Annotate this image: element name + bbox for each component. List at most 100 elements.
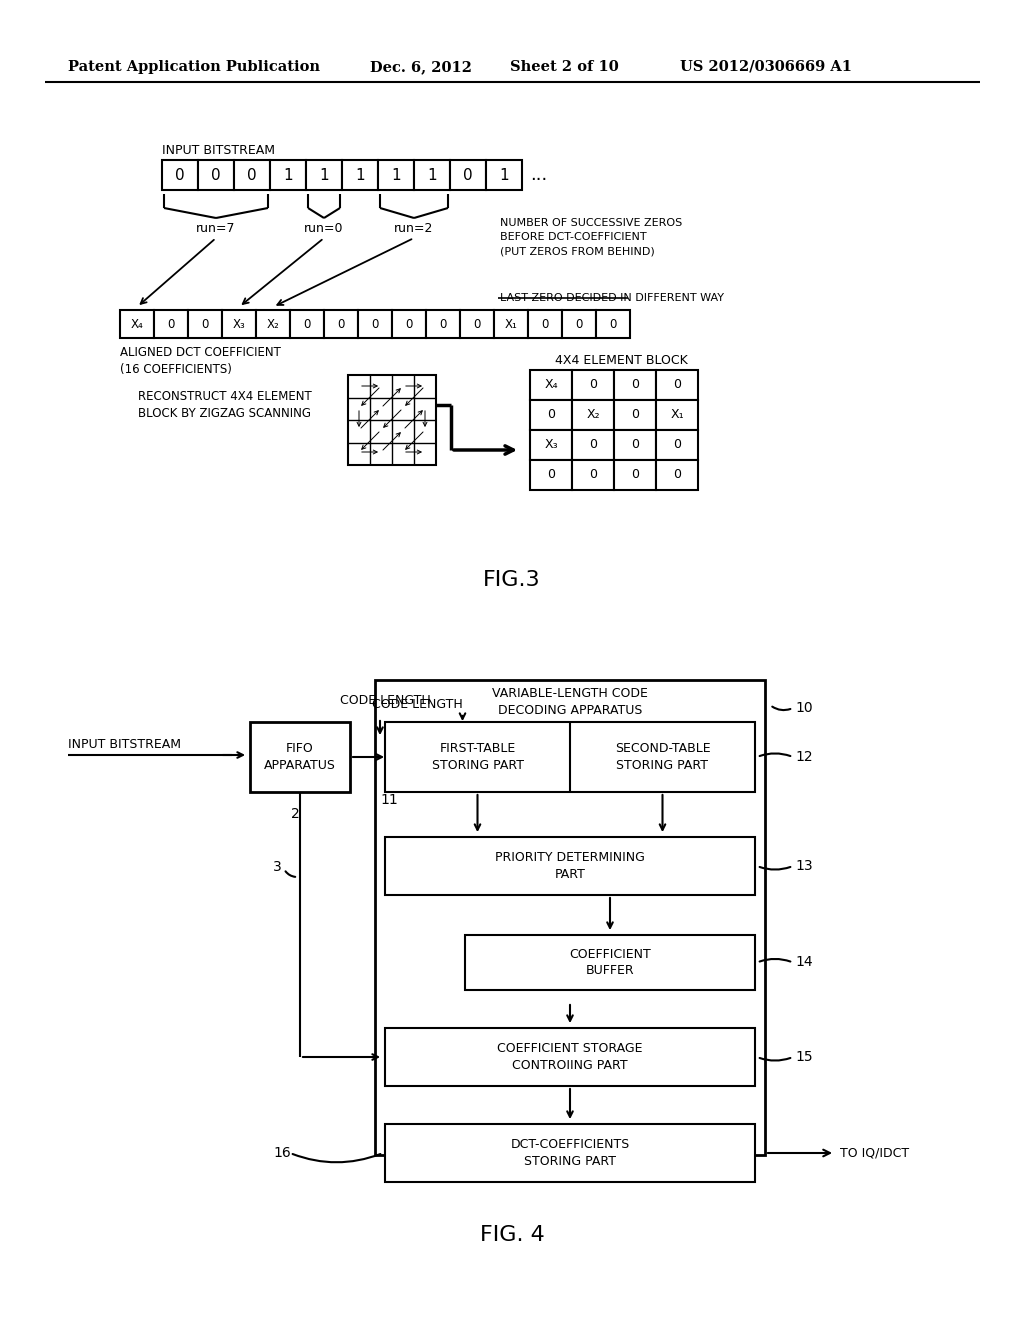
Bar bbox=[494, 310, 528, 338]
Text: 0: 0 bbox=[673, 438, 681, 451]
Text: CODE LENGTH: CODE LENGTH bbox=[340, 693, 431, 706]
Text: COEFFICIENT
BUFFER: COEFFICIENT BUFFER bbox=[569, 948, 651, 978]
Bar bbox=[120, 310, 154, 338]
Text: 0: 0 bbox=[589, 438, 597, 451]
Text: 0: 0 bbox=[631, 438, 639, 451]
Text: X₂: X₂ bbox=[266, 318, 280, 330]
Bar bbox=[614, 370, 656, 400]
Bar bbox=[530, 430, 572, 459]
Bar bbox=[596, 310, 630, 338]
Bar bbox=[465, 935, 755, 990]
Text: 12: 12 bbox=[795, 750, 813, 764]
Bar bbox=[375, 680, 765, 1155]
Text: VARIABLE-LENGTH CODE
DECODING APPARATUS: VARIABLE-LENGTH CODE DECODING APPARATUS bbox=[493, 686, 648, 717]
Bar bbox=[572, 459, 614, 490]
Text: 0: 0 bbox=[631, 408, 639, 421]
Bar bbox=[306, 160, 342, 190]
Text: X₄: X₄ bbox=[544, 379, 558, 392]
Text: 0: 0 bbox=[175, 168, 184, 182]
Bar bbox=[572, 430, 614, 459]
Text: X₄: X₄ bbox=[131, 318, 143, 330]
Text: 0: 0 bbox=[247, 168, 257, 182]
Text: 0: 0 bbox=[439, 318, 446, 330]
Text: 16: 16 bbox=[273, 1146, 291, 1160]
Bar bbox=[324, 310, 358, 338]
Text: X₁: X₁ bbox=[505, 318, 517, 330]
Text: 0: 0 bbox=[673, 469, 681, 482]
Bar bbox=[270, 160, 306, 190]
Text: FIFO
APPARATUS: FIFO APPARATUS bbox=[264, 742, 336, 772]
Text: 0: 0 bbox=[575, 318, 583, 330]
Bar bbox=[656, 459, 698, 490]
Text: DCT-COEFFICIENTS
STORING PART: DCT-COEFFICIENTS STORING PART bbox=[510, 1138, 630, 1168]
Text: 0: 0 bbox=[202, 318, 209, 330]
Text: ALIGNED DCT COEFFICIENT
(16 COEFFICIENTS): ALIGNED DCT COEFFICIENT (16 COEFFICIENTS… bbox=[120, 346, 281, 376]
Text: FIG. 4: FIG. 4 bbox=[479, 1225, 545, 1245]
Bar bbox=[528, 310, 562, 338]
Text: SECOND-TABLE
STORING PART: SECOND-TABLE STORING PART bbox=[614, 742, 711, 772]
Bar bbox=[378, 160, 414, 190]
Text: TO IQ/IDCT: TO IQ/IDCT bbox=[840, 1147, 909, 1159]
Text: 0: 0 bbox=[337, 318, 345, 330]
Text: 1: 1 bbox=[499, 168, 509, 182]
Bar bbox=[614, 459, 656, 490]
Text: FIRST-TABLE
STORING PART: FIRST-TABLE STORING PART bbox=[431, 742, 523, 772]
Text: 0: 0 bbox=[589, 469, 597, 482]
Text: 0: 0 bbox=[547, 469, 555, 482]
Text: 0: 0 bbox=[609, 318, 616, 330]
Bar bbox=[530, 400, 572, 430]
Bar bbox=[392, 310, 426, 338]
Text: Dec. 6, 2012: Dec. 6, 2012 bbox=[370, 59, 472, 74]
Bar bbox=[385, 837, 755, 895]
Bar bbox=[342, 160, 378, 190]
Text: run=7: run=7 bbox=[197, 222, 236, 235]
Bar bbox=[222, 310, 256, 338]
Text: INPUT BITSTREAM: INPUT BITSTREAM bbox=[162, 144, 275, 157]
Text: 0: 0 bbox=[167, 318, 175, 330]
Text: 2: 2 bbox=[291, 807, 299, 821]
Text: Patent Application Publication: Patent Application Publication bbox=[68, 59, 319, 74]
Bar bbox=[198, 160, 234, 190]
Bar bbox=[385, 1028, 755, 1086]
Bar bbox=[656, 370, 698, 400]
Text: COEFFICIENT STORAGE
CONTROIING PART: COEFFICIENT STORAGE CONTROIING PART bbox=[498, 1041, 643, 1072]
Bar bbox=[250, 722, 350, 792]
Text: NUMBER OF SUCCESSIVE ZEROS
BEFORE DCT-COEFFICIENT
(PUT ZEROS FROM BEHIND): NUMBER OF SUCCESSIVE ZEROS BEFORE DCT-CO… bbox=[500, 218, 682, 256]
Bar bbox=[188, 310, 222, 338]
Bar bbox=[572, 400, 614, 430]
Text: 14: 14 bbox=[795, 956, 813, 969]
Text: PRIORITY DETERMINING
PART: PRIORITY DETERMINING PART bbox=[495, 851, 645, 880]
Bar bbox=[348, 375, 436, 465]
Bar bbox=[256, 310, 290, 338]
Text: LAST ZERO DECIDED IN DIFFERENT WAY: LAST ZERO DECIDED IN DIFFERENT WAY bbox=[500, 293, 724, 304]
Text: 0: 0 bbox=[631, 469, 639, 482]
Bar bbox=[486, 160, 522, 190]
Bar bbox=[530, 459, 572, 490]
Text: 0: 0 bbox=[547, 408, 555, 421]
Bar bbox=[656, 400, 698, 430]
Text: 0: 0 bbox=[542, 318, 549, 330]
Bar bbox=[358, 310, 392, 338]
Text: 0: 0 bbox=[473, 318, 480, 330]
Text: 1: 1 bbox=[355, 168, 365, 182]
Bar bbox=[162, 160, 198, 190]
Text: 0: 0 bbox=[303, 318, 310, 330]
Text: X₃: X₃ bbox=[544, 438, 558, 451]
Bar bbox=[414, 160, 450, 190]
Bar bbox=[614, 400, 656, 430]
Bar bbox=[530, 370, 572, 400]
Bar bbox=[614, 430, 656, 459]
Text: 1: 1 bbox=[427, 168, 437, 182]
Text: 0: 0 bbox=[211, 168, 221, 182]
Text: 3: 3 bbox=[273, 861, 282, 874]
Bar bbox=[656, 430, 698, 459]
Text: run=2: run=2 bbox=[394, 222, 434, 235]
Text: ...: ... bbox=[530, 166, 547, 183]
Text: 0: 0 bbox=[589, 379, 597, 392]
Text: INPUT BITSTREAM: INPUT BITSTREAM bbox=[68, 738, 181, 751]
Text: 0: 0 bbox=[372, 318, 379, 330]
Bar bbox=[385, 1125, 755, 1181]
Text: 11: 11 bbox=[380, 793, 397, 807]
Text: 1: 1 bbox=[284, 168, 293, 182]
Text: FIG.3: FIG.3 bbox=[483, 570, 541, 590]
